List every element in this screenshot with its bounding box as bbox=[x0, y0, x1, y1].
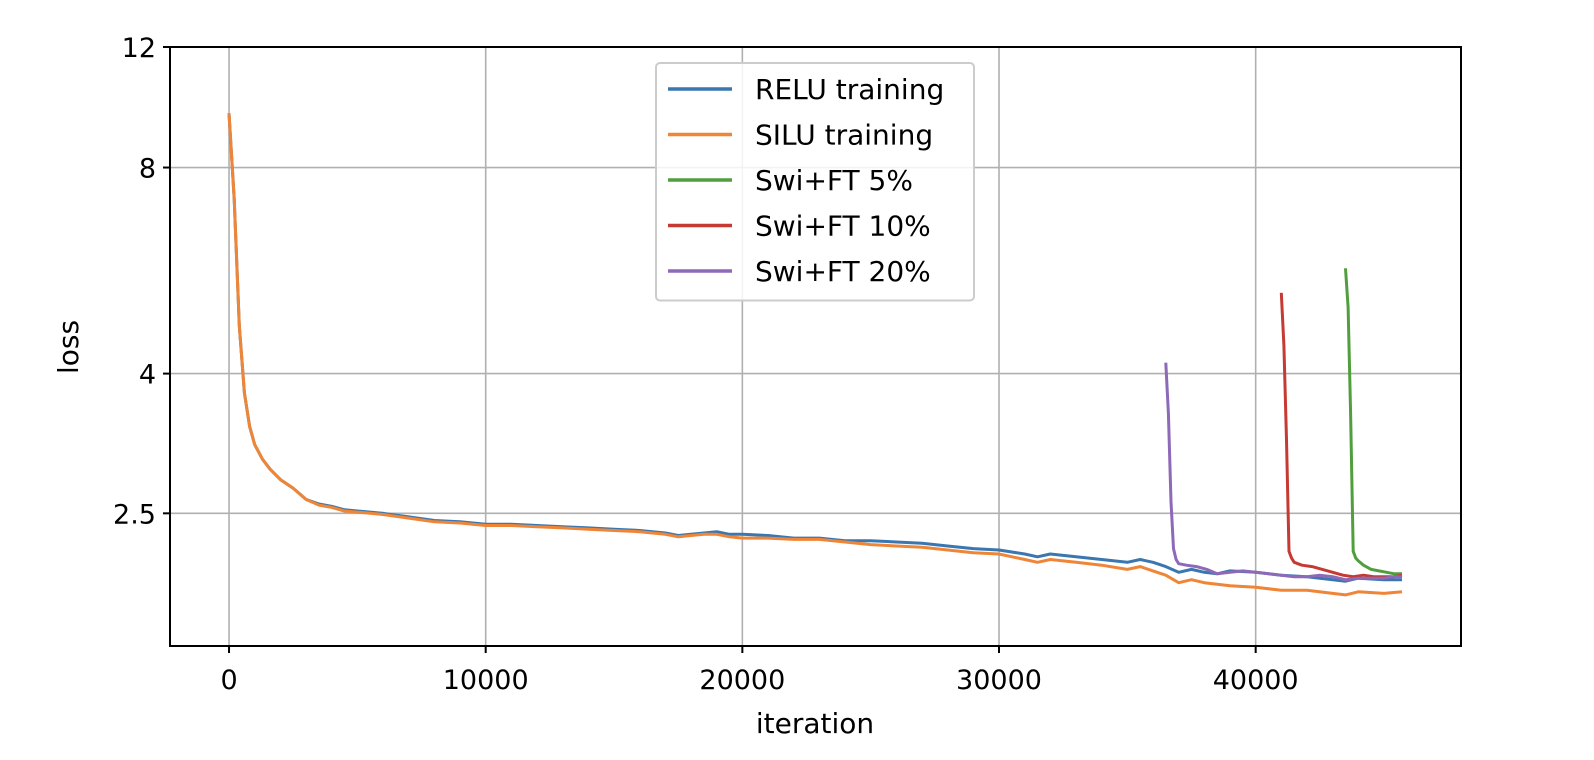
y-tick-label: 12 bbox=[122, 33, 156, 64]
legend: RELU training SILU training Swi+FT 5% Swi+F… bbox=[655, 62, 975, 302]
x-tick-label: 10000 bbox=[443, 665, 529, 696]
legend-label: SILU training bbox=[755, 119, 933, 152]
legend-label: Swi+FT 20% bbox=[755, 255, 931, 288]
y-tick-label: 2.5 bbox=[113, 499, 156, 530]
x-tick-label: 20000 bbox=[699, 665, 785, 696]
legend-label: RELU training bbox=[755, 73, 944, 106]
y-tick-label: 4 bbox=[139, 360, 156, 391]
series-line-swi-ft-5 bbox=[1344, 268, 1402, 576]
x-tick-label: 30000 bbox=[956, 665, 1042, 696]
y-tick-label: 8 bbox=[139, 154, 156, 185]
series-line-silu-training bbox=[227, 113, 1403, 597]
axes-frame bbox=[169, 46, 1462, 647]
legend-box bbox=[655, 62, 975, 302]
y-axis-label: loss bbox=[52, 320, 85, 374]
x-axis-label: iteration bbox=[756, 707, 874, 740]
x-tick-label: 0 bbox=[220, 665, 237, 696]
legend-label: Swi+FT 5% bbox=[755, 164, 913, 197]
plot-series bbox=[227, 113, 1403, 597]
series-line-swi-ft-20 bbox=[1164, 362, 1402, 582]
x-tick-label: 40000 bbox=[1213, 665, 1299, 696]
legend-label: Swi+FT 10% bbox=[755, 210, 931, 243]
axis-ticks: 0 10000 20000 30000 40000 2.5 4 8 12 bbox=[113, 33, 1299, 696]
